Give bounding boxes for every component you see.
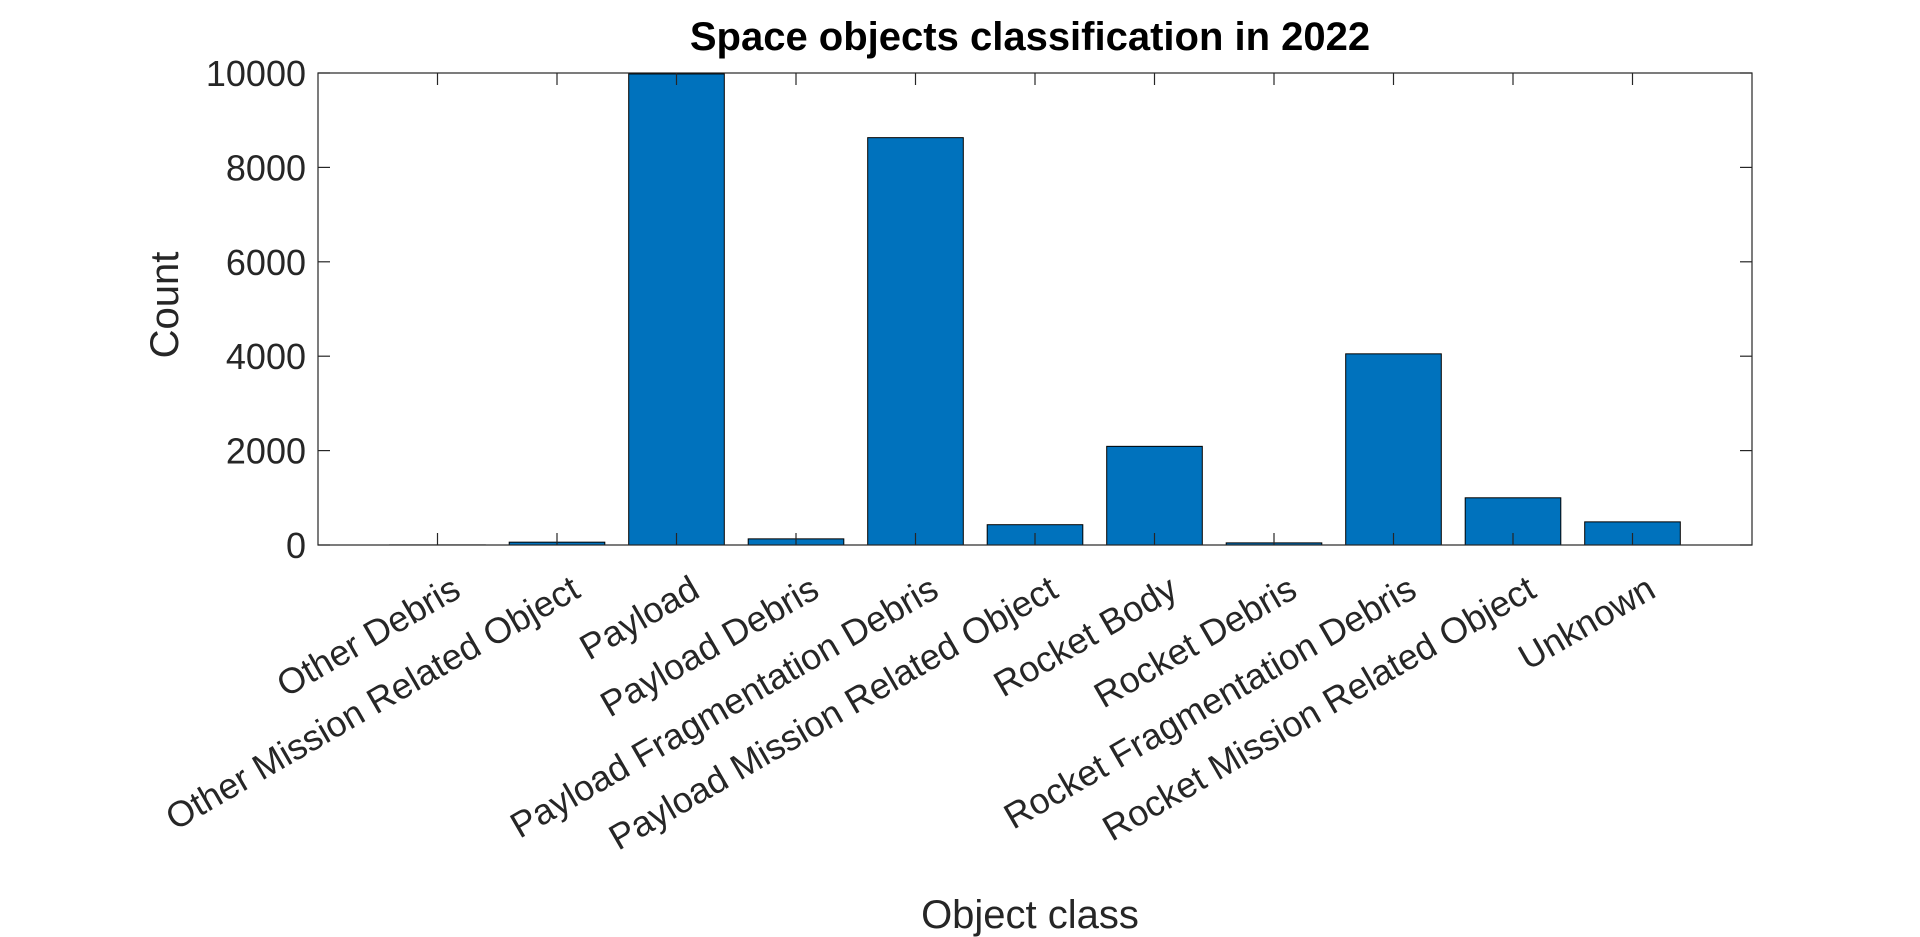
x-axis-label: Object class [921,893,1139,937]
y-axis-label: Count [143,252,187,359]
bar [628,73,725,546]
bar [867,137,964,546]
y-tick-labels: 0 2000 4000 6000 8000 10000 [206,53,306,566]
bar [1464,497,1562,546]
chart-title: Space objects classification in 2022 [690,15,1370,59]
y-tick-label: 0 [286,525,306,566]
ticks-layer [318,72,1752,546]
y-tick-label: 10000 [206,53,306,94]
bar [1345,353,1442,546]
bars-layer [389,73,1681,546]
y-tick-label: 6000 [226,242,306,283]
bar [1106,445,1203,546]
y-tick-label: 4000 [226,336,306,377]
y-tick-label: 8000 [226,147,306,188]
y-tick-label: 2000 [226,431,306,472]
